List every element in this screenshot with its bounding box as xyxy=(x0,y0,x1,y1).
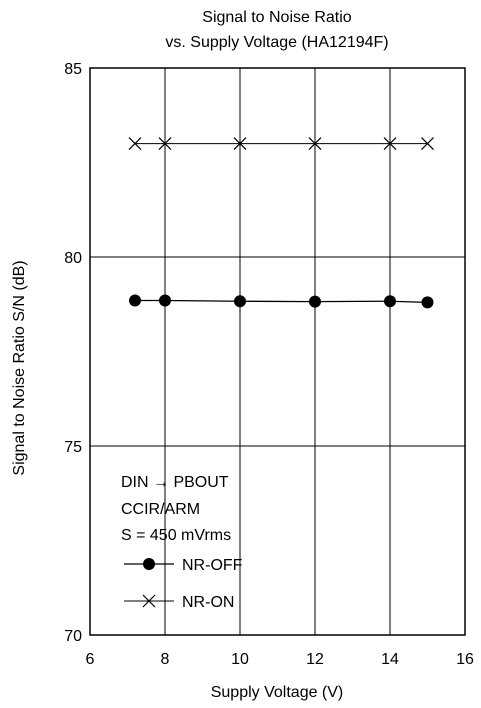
data-point xyxy=(421,296,434,309)
series-layer xyxy=(128,137,434,309)
y-tick-label: 75 xyxy=(64,439,82,456)
chart-subtitle: vs. Supply Voltage (HA12194F) xyxy=(165,34,388,51)
data-point xyxy=(383,137,397,151)
data-point xyxy=(384,295,396,308)
x-tick-label: 16 xyxy=(456,651,474,668)
condition-line-1: DIN → PBOUT xyxy=(121,474,229,491)
legend-nr-on-label: NR-ON xyxy=(182,594,234,611)
data-point xyxy=(421,137,434,151)
legend-nr-on-marker xyxy=(142,594,156,608)
plot-frame xyxy=(89,67,466,636)
series-nr-on xyxy=(128,137,434,151)
x-tick-label: 14 xyxy=(381,651,399,668)
legend-nr-off-marker xyxy=(143,558,155,570)
y-tick-label: 80 xyxy=(64,250,82,267)
x-tick-label: 10 xyxy=(231,651,249,668)
series-nr-off xyxy=(129,294,434,309)
y-tick-label: 70 xyxy=(64,628,82,645)
data-point xyxy=(233,137,247,151)
data-point xyxy=(234,295,246,308)
x-tick-label: 12 xyxy=(306,651,324,668)
legend-nr-off-label: NR-OFF xyxy=(182,557,243,574)
x-tick-labels: 6 8 10 12 14 16 xyxy=(86,651,474,668)
data-point xyxy=(129,294,141,307)
data-point xyxy=(308,137,322,151)
data-point xyxy=(159,294,171,307)
condition-line-3: S = 450 mVrms xyxy=(121,527,231,544)
condition-line-2: CCIR/ARM xyxy=(121,501,200,518)
y-tick-label: 85 xyxy=(64,61,82,78)
legend: DIN → PBOUT CCIR/ARM S = 450 mVrms NR-OF… xyxy=(121,474,243,611)
y-tick-labels: 70 75 80 85 xyxy=(64,61,82,645)
x-tick-label: 6 xyxy=(86,651,95,668)
x-tick-label: 8 xyxy=(161,651,170,668)
data-point xyxy=(128,137,142,151)
chart-title: Signal to Noise Ratio xyxy=(202,9,352,26)
x-axis-label: Supply Voltage (V) xyxy=(211,684,344,701)
grid-lines xyxy=(90,68,465,635)
data-point xyxy=(309,295,321,308)
y-axis-label: Signal to Noise Ratio S/N (dB) xyxy=(11,260,28,475)
data-point xyxy=(158,137,172,151)
series-line xyxy=(135,299,428,304)
